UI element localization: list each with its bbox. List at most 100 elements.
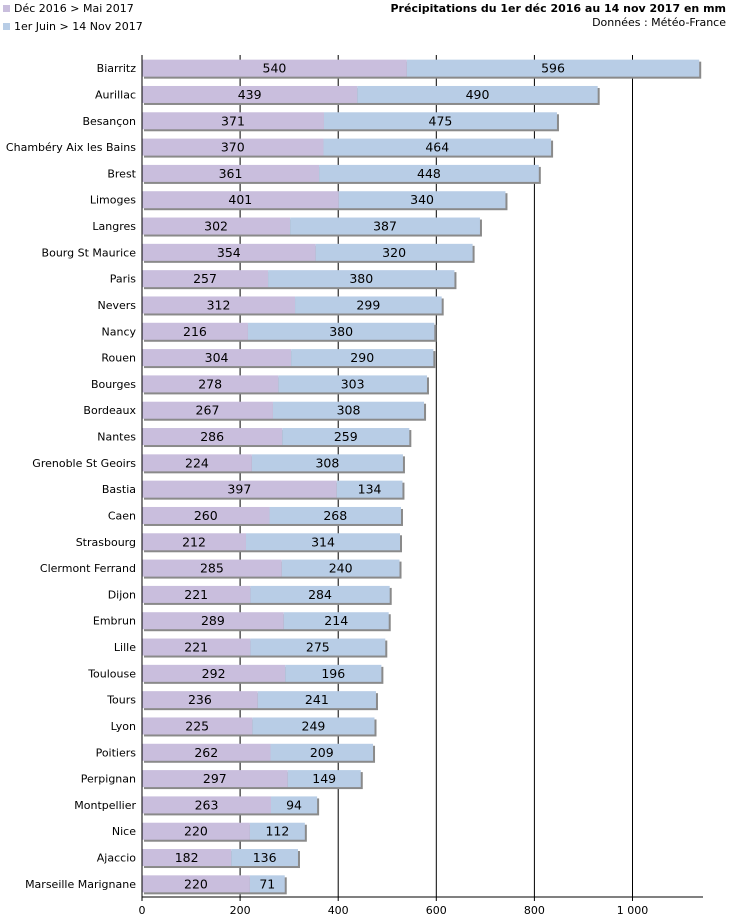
- data-label-series-1-6: 302: [204, 219, 228, 234]
- bar-series-1-2: [142, 112, 324, 130]
- data-label-series-2-25: 249: [302, 718, 326, 733]
- data-label-series-1-27: 297: [203, 771, 227, 786]
- bar-series-2-16: [336, 480, 403, 498]
- category-label-14: Nantes: [97, 431, 136, 444]
- data-label-series-1-8: 257: [193, 271, 217, 286]
- bar-series-1-21: [142, 612, 284, 630]
- data-label-series-2-14: 259: [334, 429, 358, 444]
- data-label-series-1-28: 263: [195, 797, 219, 812]
- data-label-series-1-13: 267: [196, 403, 220, 418]
- category-label-4: Brest: [107, 167, 136, 180]
- legend-label-series-1: Déc 2016 > Mai 2017: [14, 2, 134, 15]
- bar-series-2-4: [319, 164, 539, 182]
- category-label-10: Nancy: [102, 325, 137, 338]
- data-label-series-1-11: 304: [205, 350, 229, 365]
- x-tick-label-0: 0: [139, 904, 146, 917]
- chart-title: Précipitations du 1er déc 2016 au 14 nov…: [390, 2, 727, 15]
- bar-series-2-21: [283, 612, 389, 630]
- bar-series-2-14: [282, 428, 410, 446]
- bar-series-1-19: [142, 559, 282, 577]
- bar-series-1-28: [142, 796, 272, 814]
- category-label-31: Marseille Marignane: [25, 878, 136, 891]
- data-label-series-2-9: 299: [356, 297, 380, 312]
- bar-series-1-24: [142, 691, 258, 709]
- bar-series-1-6: [142, 217, 291, 235]
- bar-series-1-12: [142, 375, 279, 393]
- bar-series-2-2: [323, 112, 557, 130]
- category-label-28: Montpellier: [74, 799, 136, 812]
- data-label-series-2-24: 241: [305, 692, 329, 707]
- bar-series-2-19: [281, 559, 400, 577]
- data-label-series-1-15: 224: [185, 455, 209, 470]
- data-label-series-2-28: 94: [286, 797, 302, 812]
- legend-swatch-series-2: [3, 23, 10, 30]
- bar-series-1-5: [142, 191, 339, 209]
- data-label-series-1-16: 397: [227, 482, 251, 497]
- data-label-series-2-21: 214: [324, 613, 348, 628]
- data-label-series-2-17: 268: [323, 508, 347, 523]
- data-label-series-2-3: 464: [425, 140, 449, 155]
- bar-series-2-11: [291, 349, 434, 367]
- legend-item-series-2: 1er Juin > 14 Nov 2017: [3, 20, 143, 34]
- data-label-series-1-20: 221: [184, 587, 208, 602]
- data-label-series-1-0: 540: [263, 61, 287, 76]
- data-label-series-2-29: 112: [265, 824, 289, 839]
- category-label-3: Chambéry Aix les Bains: [6, 141, 136, 154]
- bar-series-2-8: [268, 270, 455, 288]
- data-label-series-1-12: 278: [198, 376, 222, 391]
- data-label-series-2-23: 196: [321, 666, 345, 681]
- data-label-series-2-18: 314: [311, 534, 335, 549]
- data-label-series-2-20: 284: [308, 587, 332, 602]
- bar-series-2-20: [250, 585, 390, 603]
- data-label-series-1-5: 401: [228, 192, 252, 207]
- bar-series-1-1: [142, 85, 358, 103]
- data-label-series-2-12: 303: [341, 376, 365, 391]
- bar-series-2-5: [338, 191, 506, 209]
- data-label-series-2-13: 308: [337, 403, 361, 418]
- bar-series-2-17: [269, 506, 401, 524]
- data-label-series-1-23: 292: [202, 666, 226, 681]
- category-label-1: Aurillac: [95, 88, 136, 101]
- bar-series-2-1: [357, 85, 598, 103]
- data-label-series-2-31: 71: [259, 876, 275, 891]
- bar-series-2-6: [290, 217, 480, 235]
- data-label-series-1-2: 371: [221, 113, 245, 128]
- data-label-series-2-15: 308: [315, 455, 339, 470]
- category-label-9: Nevers: [97, 299, 136, 312]
- category-label-0: Biarritz: [97, 62, 137, 75]
- category-label-27: Perpignan: [81, 773, 136, 786]
- bar-series-2-10: [247, 322, 435, 340]
- bar-series-1-20: [142, 585, 251, 603]
- bar-series-1-13: [142, 401, 273, 419]
- data-label-series-1-4: 361: [219, 166, 243, 181]
- bar-series-2-18: [245, 533, 401, 551]
- bar-series-1-27: [142, 770, 288, 788]
- data-label-series-1-17: 260: [194, 508, 218, 523]
- category-label-23: Toulouse: [87, 667, 136, 680]
- bar-series-2-22: [250, 638, 386, 656]
- bar-series-2-30: [231, 849, 298, 867]
- data-label-series-2-10: 380: [329, 324, 353, 339]
- bar-series-1-30: [142, 849, 232, 867]
- legend-swatch-series-1: [3, 5, 10, 12]
- bar-series-2-13: [272, 401, 425, 419]
- data-label-series-2-27: 149: [312, 771, 336, 786]
- bar-series-2-3: [323, 138, 552, 156]
- data-label-series-1-24: 236: [188, 692, 212, 707]
- bar-series-2-9: [295, 296, 442, 314]
- bar-series-2-28: [271, 796, 318, 814]
- category-label-11: Rouen: [101, 352, 136, 365]
- data-label-series-1-22: 221: [184, 640, 208, 655]
- data-label-series-2-8: 380: [349, 271, 373, 286]
- bar-series-1-9: [142, 296, 296, 314]
- category-label-19: Clermont Ferrand: [40, 562, 136, 575]
- bar-series-2-31: [249, 875, 285, 893]
- data-label-series-1-31: 220: [184, 876, 208, 891]
- data-label-series-2-22: 275: [306, 640, 330, 655]
- category-label-25: Lyon: [111, 720, 136, 733]
- chart-subtitle: Données : Météo-France: [592, 16, 726, 29]
- data-label-series-1-26: 262: [194, 745, 218, 760]
- category-label-26: Poitiers: [96, 746, 137, 759]
- bar-series-1-14: [142, 428, 283, 446]
- data-label-series-1-19: 285: [200, 561, 224, 576]
